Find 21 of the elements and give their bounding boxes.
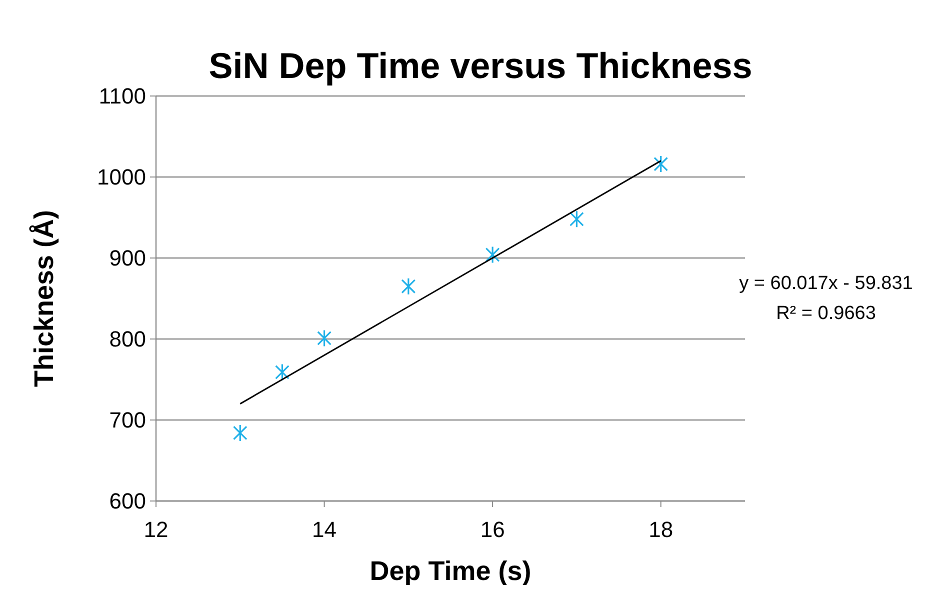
x-tick-label: 12 [144,517,168,542]
point [401,278,416,296]
point [275,363,290,382]
text: R² = 0.9663 [776,303,876,324]
point [232,424,248,442]
x-tick-label: 16 [480,517,505,542]
y-tick-label: 1000 [97,164,146,190]
point [654,155,668,173]
x-tick-label: 14 [312,517,337,542]
y-axis-title: Thickness (Å) [29,210,59,388]
y-tick-label: 1100 [98,84,146,109]
y-tick-label: 600 [109,488,146,514]
annotation: y = 60.017x - 59.831 [739,273,913,294]
y-tick-label: 700 [109,408,146,433]
point [570,210,584,228]
x-tick-label: 18 [648,517,674,542]
y-tick-label: 900 [109,246,146,271]
point [485,246,500,264]
chart-title: SiN Dep Time versus Thickness [208,45,752,86]
point [317,329,332,347]
y-tick-label: 800 [109,326,146,352]
